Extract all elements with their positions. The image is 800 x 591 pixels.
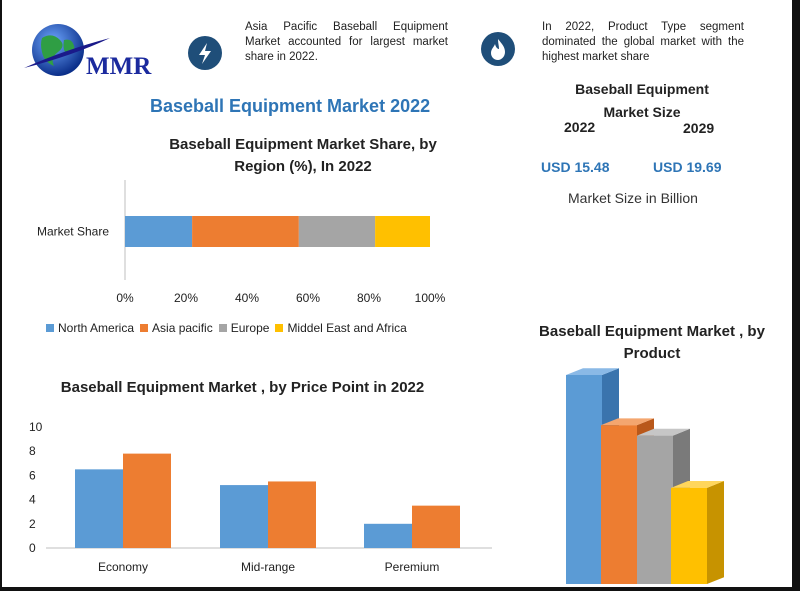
lightning-bolt-icon	[188, 36, 222, 70]
legend-item: Asia pacific	[140, 321, 213, 335]
region-share-bar-middel-east-and-africa	[375, 216, 430, 247]
info-left-text: Asia Pacific Baseball Equipment Market a…	[245, 21, 448, 63]
region-share-x-tick: 80%	[357, 291, 381, 305]
region-share-chart-title: Baseball Equipment Market Share, by Regi…	[169, 136, 437, 175]
price-point-y-tick: 0	[29, 541, 36, 555]
market-size-year-2029: 2029	[683, 120, 715, 136]
price-point-chart: 0 2 4 6 8 10 Economy Mid-range Peremium	[29, 420, 492, 574]
product-chart-title: Baseball Equipment Market , by Product	[539, 323, 765, 362]
product-bar-top	[671, 481, 724, 488]
mmr-logo: MMR	[20, 22, 170, 80]
product-bar	[637, 435, 673, 584]
globe-logo-icon: MMR	[24, 24, 152, 80]
price-point-y-tick: 10	[29, 420, 43, 434]
legend-item: Europe	[218, 321, 270, 335]
price-point-y-tick: 6	[29, 468, 36, 482]
price-point-category-label: Economy	[98, 560, 148, 574]
price-point-bar	[220, 485, 268, 548]
info-right-text: In 2022, Product Type segment dominated …	[542, 21, 744, 63]
price-point-y-tick: 2	[29, 517, 36, 531]
price-point-chart-title: Baseball Equipment Market , by Price Poi…	[60, 379, 425, 396]
legend-swatch	[218, 324, 227, 332]
legend-item: Middel East and Africa	[275, 321, 407, 335]
region-share-bar-europe	[298, 216, 376, 247]
region-share-bar-asia-pacific	[192, 216, 299, 247]
product-chart	[566, 368, 724, 584]
price-point-bar	[268, 481, 316, 548]
region-share-x-tick: 0%	[116, 291, 134, 305]
legend-label: Middel East and Africa	[287, 321, 407, 335]
product-bar-top	[601, 418, 654, 426]
price-point-bar	[75, 469, 123, 548]
flame-icon	[481, 32, 515, 66]
market-size-title-line1: Baseball Equipment	[575, 81, 709, 97]
legend-label: Europe	[230, 321, 270, 335]
legend-item: North America	[46, 321, 134, 335]
region-share-x-tick: 100%	[415, 291, 446, 305]
logo-text: MMR	[86, 53, 152, 80]
market-size-title-line2: Market Size	[603, 104, 681, 120]
region-share-x-tick: 20%	[174, 291, 198, 305]
price-point-category-label: Mid-range	[241, 560, 295, 574]
legend-swatch	[46, 324, 54, 332]
market-size-value-2029: USD 19.69	[653, 159, 722, 175]
page-title: Baseball Equipment Market 2022	[150, 96, 431, 116]
legend-label: North America	[58, 321, 135, 335]
region-share-legend: North America Asia pacific Europe Middel Ea…	[46, 319, 466, 337]
product-bar-side	[707, 481, 724, 584]
market-size-caption: Market Size in Billion	[568, 190, 698, 206]
market-size-year-2022: 2022	[564, 119, 596, 135]
legend-label: Asia pacific	[152, 321, 213, 335]
region-share-category-label: Market Share	[37, 225, 109, 239]
product-bar	[601, 425, 637, 584]
product-bar-top	[637, 428, 690, 436]
product-bar	[566, 375, 602, 584]
region-share-bar-north-america	[125, 216, 193, 247]
price-point-bar	[412, 505, 460, 548]
price-point-bar	[123, 453, 171, 548]
region-share-chart: Market Share 0% 20% 40% 60% 80% 100%	[37, 180, 446, 305]
price-point-category-label: Peremium	[385, 560, 440, 574]
price-point-y-tick: 8	[29, 444, 36, 458]
region-share-x-tick: 60%	[296, 291, 320, 305]
region-share-x-tick: 40%	[235, 291, 259, 305]
market-size-value-2022: USD 15.48	[541, 159, 610, 175]
price-point-y-tick: 4	[29, 493, 36, 507]
product-bar	[671, 487, 707, 584]
price-point-bar	[364, 523, 412, 548]
legend-swatch	[140, 324, 149, 332]
product-bar-top	[566, 368, 619, 375]
legend-swatch	[275, 324, 284, 332]
